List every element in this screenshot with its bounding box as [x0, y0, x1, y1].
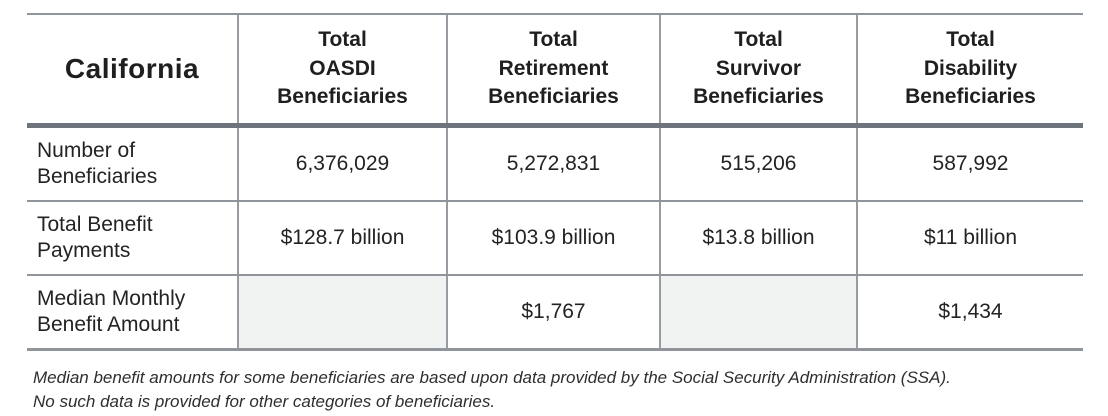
cell-disability-count: 587,992 — [856, 125, 1083, 202]
table-title-california: California — [27, 13, 238, 128]
cell-survivor-median-empty — [659, 275, 857, 351]
cell-retirement-payments: $103.9 billion — [446, 201, 660, 276]
cell-survivor-count: 515,206 — [659, 125, 857, 202]
column-header-total-retirement: Total Retirement Beneficiaries — [446, 13, 660, 128]
column-header-total-survivor: Total Survivor Beneficiaries — [659, 13, 857, 128]
row-label-number-of-beneficiaries: Number of Beneficiaries — [27, 125, 238, 202]
cell-disability-median: $1,434 — [856, 275, 1083, 351]
cell-disability-payments: $11 billion — [856, 201, 1083, 276]
cell-oasdi-median-empty — [237, 275, 447, 351]
table-row-number-of-beneficiaries: Number of Beneficiaries 6,376,029 5,272,… — [27, 125, 1083, 202]
row-label-total-benefit-payments: Total Benefit Payments — [27, 201, 238, 276]
footnote-text: Median benefit amounts for some benefici… — [33, 368, 951, 411]
table-row-total-benefit-payments: Total Benefit Payments $128.7 billion $1… — [27, 201, 1083, 276]
column-header-total-oasdi: Total OASDI Beneficiaries — [237, 13, 447, 128]
cell-oasdi-payments: $128.7 billion — [237, 201, 447, 276]
cell-oasdi-count: 6,376,029 — [237, 125, 447, 202]
header-row: California Total OASDI Beneficiaries Tot… — [27, 13, 1083, 128]
row-label-median-monthly-benefit: Median Monthly Benefit Amount — [27, 275, 238, 351]
column-header-total-disability: Total Disability Beneficiaries — [856, 13, 1083, 128]
cell-survivor-payments: $13.8 billion — [659, 201, 857, 276]
cell-retirement-median: $1,767 — [446, 275, 660, 351]
table-row-median-monthly-benefit: Median Monthly Benefit Amount $1,767 $1,… — [27, 275, 1083, 351]
cell-retirement-count: 5,272,831 — [446, 125, 660, 202]
california-benefits-table: California Total OASDI Beneficiaries Tot… — [27, 13, 1083, 351]
